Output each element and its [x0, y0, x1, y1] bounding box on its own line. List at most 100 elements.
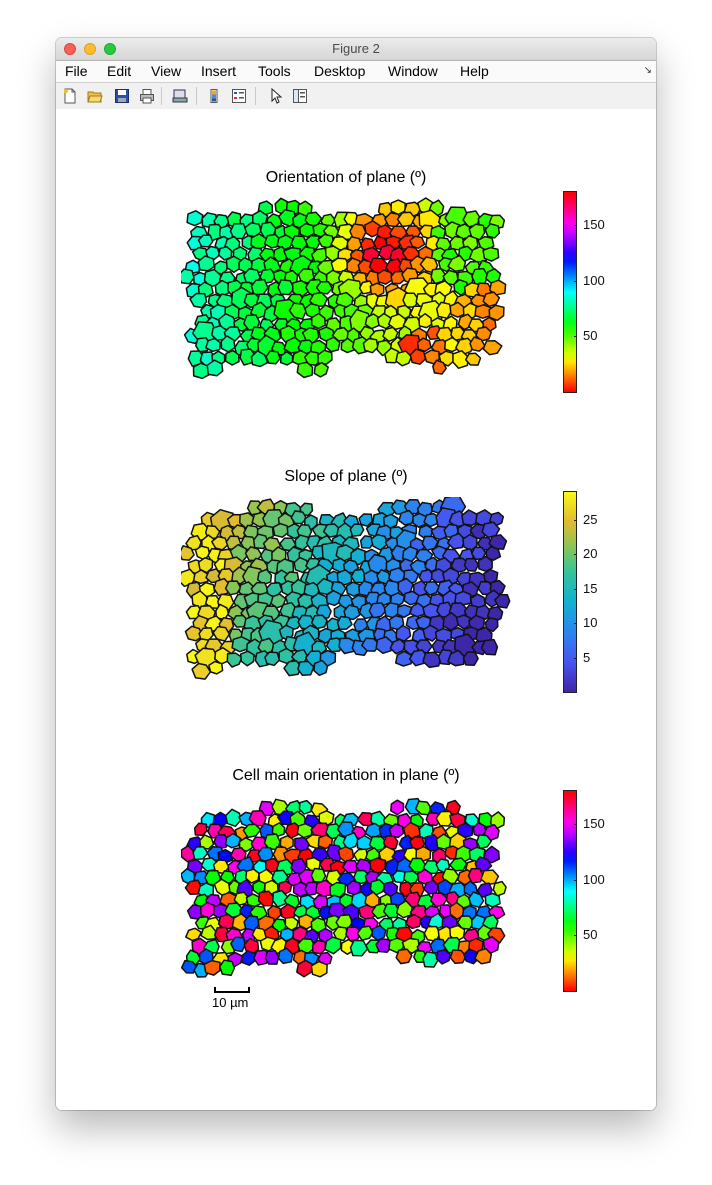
print-icon[interactable] — [139, 88, 155, 104]
cell — [181, 268, 195, 285]
minimize-window-button[interactable] — [84, 43, 96, 55]
cell — [468, 891, 485, 908]
toolbar-separator — [161, 87, 162, 105]
cell — [298, 913, 314, 930]
cell — [332, 926, 348, 942]
menu-edit[interactable]: Edit — [107, 63, 132, 79]
colorbar-tick-label: 100 — [583, 871, 605, 887]
scale-bar-end-left — [214, 987, 216, 993]
print-preview-icon[interactable] — [172, 88, 188, 104]
legend-toggle-icon[interactable] — [231, 88, 247, 104]
cell — [279, 351, 294, 366]
menu-view[interactable]: View — [151, 63, 182, 79]
cell — [258, 800, 277, 817]
toolbar-separator — [255, 87, 256, 105]
menu-help[interactable]: Help — [460, 63, 489, 79]
dock-arrow-icon[interactable]: ↘ — [643, 65, 652, 76]
colorbar-cell-orientation[interactable] — [563, 790, 577, 992]
cell — [349, 523, 365, 537]
zoom-window-button[interactable] — [104, 43, 116, 55]
cell — [480, 869, 500, 886]
cell — [250, 350, 269, 368]
cell — [224, 349, 240, 366]
figure-canvas: Orientation of plane (º) Slope of plane … — [56, 109, 656, 1110]
cell — [345, 926, 363, 942]
cell — [317, 349, 333, 365]
cell — [325, 336, 341, 353]
menu-desktop[interactable]: Desktop — [314, 63, 366, 79]
close-window-button[interactable] — [64, 43, 76, 55]
menu-insert[interactable]: Insert — [201, 63, 237, 79]
slope-cell-map — [181, 497, 511, 680]
cell — [200, 901, 216, 920]
cell — [264, 651, 281, 667]
save-icon[interactable] — [114, 88, 130, 104]
cell — [396, 604, 413, 618]
cell — [405, 913, 423, 930]
colorbar-tick-mark — [574, 554, 577, 556]
cell — [231, 636, 251, 653]
cell — [264, 950, 280, 965]
cell — [409, 235, 426, 249]
cell — [488, 534, 508, 550]
cell-orientation-map — [181, 797, 507, 978]
cell — [250, 278, 269, 296]
colorbar-tick-label: 150 — [583, 816, 605, 832]
cell — [362, 337, 379, 354]
menu-bar: File Edit View Insert Tools Desktop Wind… — [56, 61, 656, 83]
cell — [229, 222, 248, 240]
cell — [296, 959, 314, 978]
cell — [388, 823, 405, 839]
colorbar-tick-mark — [574, 657, 577, 659]
colorbar-tick-label: 5 — [583, 649, 591, 665]
open-file-icon[interactable] — [87, 88, 103, 104]
cell — [359, 535, 375, 549]
cell — [422, 951, 439, 968]
cell — [396, 211, 417, 228]
colorbar-toggle-icon[interactable] — [206, 88, 222, 104]
colorbar-tick-mark — [574, 519, 577, 521]
menu-tools[interactable]: Tools — [258, 63, 291, 79]
cell — [449, 857, 468, 872]
cell — [368, 602, 388, 619]
colorbar-tick-label: 150 — [583, 217, 605, 233]
colorbar-tick-label: 20 — [583, 546, 598, 562]
cell — [189, 292, 208, 309]
cell — [294, 534, 310, 551]
colorbar-tick-mark — [574, 225, 577, 227]
cell — [482, 340, 503, 356]
colorbar-orientation[interactable] — [563, 191, 577, 393]
figure-toolbar — [56, 83, 656, 110]
title-bar[interactable]: Figure 2 — [56, 38, 656, 61]
window-title: Figure 2 — [332, 41, 380, 56]
cell — [199, 834, 215, 850]
figure-window: Figure 2 File Edit View Insert Tools Des… — [56, 38, 656, 1110]
cell — [462, 651, 479, 667]
cell — [464, 352, 482, 366]
cell — [416, 868, 434, 885]
cell — [310, 867, 327, 883]
colorbar-tick-mark — [574, 824, 577, 826]
cell — [395, 948, 413, 965]
property-inspector-icon[interactable] — [292, 88, 308, 104]
cell — [200, 924, 217, 941]
cell — [243, 615, 262, 632]
cell — [455, 614, 471, 630]
cell — [283, 660, 302, 677]
cell — [186, 210, 204, 227]
cell — [192, 846, 209, 861]
panel-2-title: Slope of plane (º) — [284, 468, 408, 485]
menu-window[interactable]: Window — [388, 63, 438, 79]
new-figure-icon[interactable] — [62, 88, 78, 104]
cell — [349, 939, 369, 957]
cell — [422, 651, 442, 669]
pointer-icon[interactable] — [268, 88, 284, 104]
colorbar-slope[interactable] — [563, 491, 577, 693]
menu-file[interactable]: File — [65, 63, 88, 79]
cell — [205, 337, 221, 353]
cell — [313, 361, 329, 378]
colorbar-tick-mark — [574, 588, 577, 590]
cell — [230, 936, 246, 953]
cell — [341, 859, 360, 874]
cell — [296, 361, 314, 379]
